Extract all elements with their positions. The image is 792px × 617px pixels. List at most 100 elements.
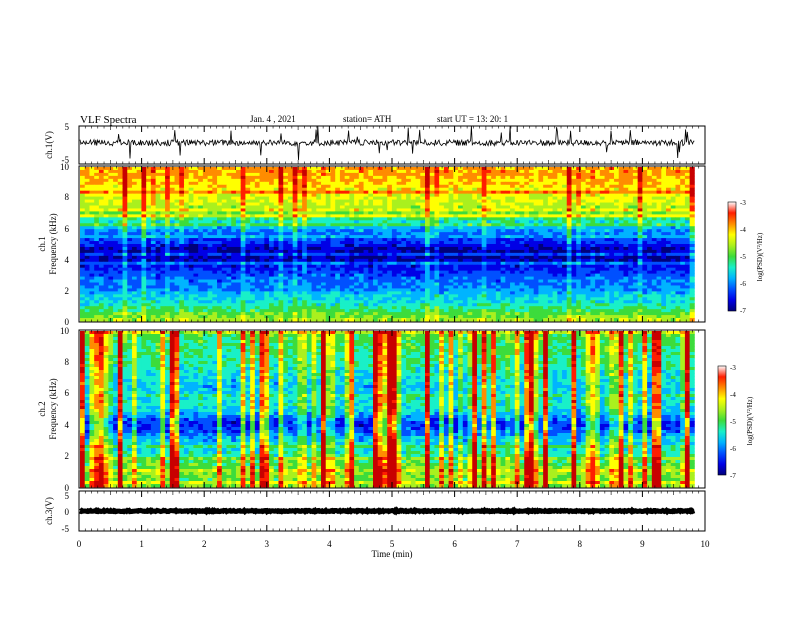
spectrogram-cell bbox=[94, 226, 100, 230]
spectrogram-cell bbox=[94, 172, 100, 177]
spectrogram-cell bbox=[212, 226, 218, 230]
spectrogram-cell bbox=[217, 211, 223, 215]
spectrogram-cell bbox=[491, 255, 497, 260]
spectrogram-cell bbox=[533, 175, 539, 180]
spectrogram-cell bbox=[519, 211, 525, 215]
spectrogram-cell bbox=[576, 167, 582, 171]
spectrogram-cell bbox=[250, 252, 256, 257]
spectrogram-cell bbox=[368, 273, 374, 277]
spectrogram-cell bbox=[306, 220, 312, 224]
spectrogram-cell bbox=[495, 249, 501, 254]
spectrogram-cell bbox=[127, 261, 133, 266]
spectrogram-cell bbox=[439, 270, 445, 275]
spectrogram-cell bbox=[609, 258, 615, 263]
spectrogram-cell bbox=[514, 196, 520, 200]
spectrogram-cell bbox=[321, 190, 327, 195]
spectrogram-cell bbox=[193, 184, 199, 189]
spectrogram-cell bbox=[472, 181, 478, 186]
spectrogram-cell bbox=[637, 169, 643, 174]
spectrogram-cell bbox=[528, 184, 535, 189]
spectrogram-cell bbox=[543, 172, 549, 177]
spectrogram-cell bbox=[675, 214, 681, 218]
spectrogram-cell bbox=[661, 258, 667, 263]
spectrogram-cell bbox=[217, 279, 223, 283]
spectrogram-cell bbox=[514, 205, 520, 209]
spectrogram-cell bbox=[462, 175, 468, 180]
spectrogram-cell bbox=[344, 249, 350, 254]
spectrogram-cell bbox=[349, 238, 355, 242]
spectrogram-cell bbox=[344, 193, 350, 198]
spectrogram-cell bbox=[614, 199, 620, 203]
spectrogram-cell bbox=[335, 246, 341, 251]
spectrogram-cell bbox=[387, 232, 393, 236]
spectrogram-cell bbox=[647, 178, 653, 183]
spectrogram-cell bbox=[292, 169, 298, 174]
spectrogram-cell bbox=[231, 208, 237, 212]
spectrogram-cell bbox=[424, 175, 431, 180]
spectrogram-cell bbox=[122, 252, 128, 257]
spectrogram-cell bbox=[439, 169, 445, 174]
spectrogram-cell bbox=[510, 235, 516, 239]
spectrogram-cell bbox=[344, 205, 350, 209]
spectrogram-cell bbox=[514, 223, 520, 227]
spectrogram-cell bbox=[595, 246, 601, 251]
spectrogram-cell bbox=[349, 264, 355, 269]
spectrogram-cell bbox=[311, 211, 317, 215]
spectrogram-cell bbox=[590, 202, 596, 206]
spectrogram-cell bbox=[604, 241, 610, 245]
spectrogram-cell bbox=[292, 172, 298, 177]
spectrogram-cell bbox=[514, 229, 520, 233]
spectrogram-cell bbox=[188, 169, 194, 174]
spectrogram-cell bbox=[136, 258, 142, 263]
spectrogram-cell bbox=[250, 181, 256, 186]
spectrogram-cell bbox=[339, 235, 346, 239]
spectrogram-cell bbox=[377, 220, 383, 224]
spectrogram-cell bbox=[363, 238, 369, 242]
spectrogram-cell bbox=[566, 193, 572, 198]
spectrogram-cell bbox=[217, 229, 223, 233]
spectrogram-cell bbox=[387, 223, 393, 227]
spectrogram-cell bbox=[632, 220, 639, 224]
spectrogram-cell bbox=[675, 229, 681, 233]
spectrogram-cell bbox=[269, 205, 275, 209]
spectrogram-cell bbox=[524, 255, 530, 260]
spectrogram-cell bbox=[448, 258, 454, 263]
spectrogram-cell bbox=[297, 214, 303, 218]
spectrogram-cell bbox=[424, 167, 431, 171]
spectrogram-cell bbox=[273, 238, 279, 242]
spectrogram-cell bbox=[146, 172, 152, 177]
spectrogram-cell bbox=[618, 190, 624, 195]
spectrogram-cell bbox=[590, 258, 596, 263]
spectrogram-cell bbox=[321, 187, 327, 192]
spectrogram-cell bbox=[552, 252, 558, 257]
spectrogram-cell bbox=[363, 226, 369, 230]
spectrogram-cell bbox=[98, 273, 105, 277]
spectrogram-cell bbox=[287, 226, 294, 230]
spectrogram-cell bbox=[656, 276, 662, 280]
spectrogram-cell bbox=[628, 193, 634, 198]
spectrogram-cell bbox=[656, 273, 662, 277]
spectrogram-cell bbox=[94, 267, 100, 272]
spectrogram-cell bbox=[188, 181, 194, 186]
spectrogram-cell bbox=[604, 258, 610, 263]
spectrogram-cell bbox=[212, 202, 218, 206]
spectrogram-cell bbox=[670, 261, 676, 266]
spectrogram-cell bbox=[614, 244, 620, 248]
spectrogram-cell bbox=[623, 193, 629, 198]
spectrogram-cell bbox=[675, 249, 681, 254]
spectrogram-cell bbox=[207, 232, 213, 236]
spectrogram-cell bbox=[98, 175, 105, 180]
spectrogram-cell bbox=[287, 238, 294, 242]
spectrogram-cell bbox=[283, 255, 289, 260]
spectrogram-cell bbox=[420, 276, 426, 280]
spectrogram-cell bbox=[486, 175, 492, 180]
spectrogram-cell bbox=[183, 232, 190, 236]
spectrogram-cell bbox=[576, 172, 582, 177]
spectrogram-cell bbox=[590, 178, 596, 183]
spectrogram-cell bbox=[250, 178, 256, 183]
spectrogram-cell bbox=[424, 273, 431, 277]
spectrogram-cell bbox=[410, 238, 416, 242]
spectrogram-cell bbox=[131, 211, 138, 215]
spectrogram-cell bbox=[339, 169, 346, 174]
spectrogram-cell bbox=[202, 246, 208, 251]
